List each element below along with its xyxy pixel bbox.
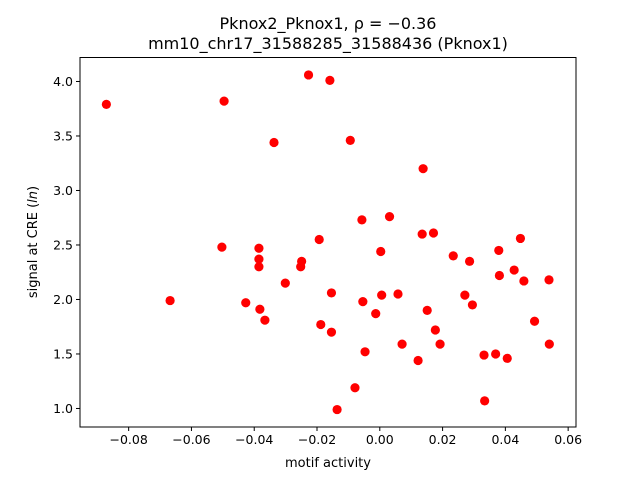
data-point — [297, 256, 307, 266]
y-tick-label: 1.5 — [53, 346, 73, 361]
x-tick-label: 0.06 — [554, 432, 582, 447]
data-point — [219, 96, 229, 106]
data-point — [314, 234, 324, 245]
data-point — [217, 242, 227, 252]
data-point — [350, 383, 360, 393]
y-tick-label: 2.5 — [53, 237, 73, 252]
chart-title-rho: ρ = −0.36 — [354, 14, 437, 33]
data-point — [316, 319, 326, 330]
x-tick-label: −0.04 — [235, 432, 273, 447]
data-point — [254, 262, 264, 272]
chart-title-line-1: Pknox2_Pknox1, ρ = −0.36 — [220, 14, 437, 34]
x-tick-label: −0.08 — [110, 432, 148, 447]
x-tick-label: 0.04 — [491, 432, 519, 447]
data-point — [502, 353, 512, 363]
data-point — [326, 327, 337, 337]
data-point — [417, 229, 427, 239]
data-point — [332, 404, 342, 415]
y-axis-label-prefix: signal at CRE ( — [26, 203, 41, 298]
data-point — [494, 270, 505, 281]
data-point — [397, 339, 407, 349]
x-tick-label: −0.02 — [298, 432, 336, 447]
plot-frame — [79, 57, 577, 428]
y-axis-label-suffix: ) — [26, 186, 41, 191]
data-point — [269, 137, 279, 148]
y-tick-label: 2.0 — [53, 292, 73, 307]
data-point — [393, 289, 403, 299]
data-point — [260, 315, 270, 325]
x-tick-label: 0.02 — [429, 432, 457, 447]
data-point — [377, 290, 387, 300]
data-point — [413, 355, 423, 366]
data-point — [357, 215, 367, 225]
data-point — [418, 164, 428, 174]
data-point — [435, 339, 445, 349]
data-point — [430, 325, 440, 335]
data-point — [303, 70, 314, 80]
y-tick-label: 3.0 — [53, 183, 73, 198]
data-point — [360, 347, 370, 357]
data-point — [101, 99, 111, 109]
data-point — [325, 75, 335, 85]
y-tick-label: 4.0 — [53, 74, 73, 89]
x-tick-label: −0.06 — [172, 432, 210, 447]
data-point — [241, 298, 251, 308]
y-axis-label-italic: ln — [26, 191, 41, 203]
data-point — [479, 350, 489, 360]
data-point — [529, 316, 540, 326]
data-point — [515, 233, 526, 244]
data-point — [467, 300, 478, 310]
data-point — [280, 278, 290, 288]
data-point — [544, 339, 554, 349]
y-axis-ticks: 1.0 1.5 2.0 2.5 3.0 3.5 4.0 — [53, 74, 80, 416]
data-point — [464, 256, 475, 266]
y-tick-label: 1.0 — [53, 401, 73, 416]
data-point — [254, 243, 264, 253]
data-point — [358, 297, 368, 307]
data-point — [345, 135, 355, 145]
data-point — [480, 396, 490, 406]
data-points — [101, 70, 554, 415]
x-tick-label: 0.00 — [366, 432, 394, 447]
x-axis-ticks: −0.08 −0.06 −0.04 −0.02 0.00 0.02 0.04 0.06 — [110, 427, 582, 447]
data-point — [494, 245, 504, 256]
x-axis-label: motif activity — [285, 456, 371, 471]
chart-title-line-2: mm10_chr17_31588285_31588436 (Pknox1) — [148, 34, 508, 54]
y-tick-label: 3.5 — [53, 128, 73, 143]
data-point — [509, 265, 519, 275]
data-point — [422, 305, 432, 315]
data-point — [376, 246, 386, 257]
data-point — [519, 276, 529, 286]
data-point — [326, 288, 337, 298]
data-point — [491, 349, 501, 359]
y-axis-label: signal at CRE (ln) — [26, 186, 41, 298]
chart-title-label: Pknox2_Pknox1, — [220, 14, 354, 34]
data-point — [255, 304, 265, 314]
data-point — [165, 295, 175, 306]
data-point — [460, 290, 470, 300]
data-point — [448, 251, 458, 261]
data-point — [544, 275, 554, 285]
data-point — [428, 228, 439, 238]
data-point — [254, 254, 264, 264]
data-point — [371, 309, 381, 319]
data-point — [384, 212, 395, 222]
